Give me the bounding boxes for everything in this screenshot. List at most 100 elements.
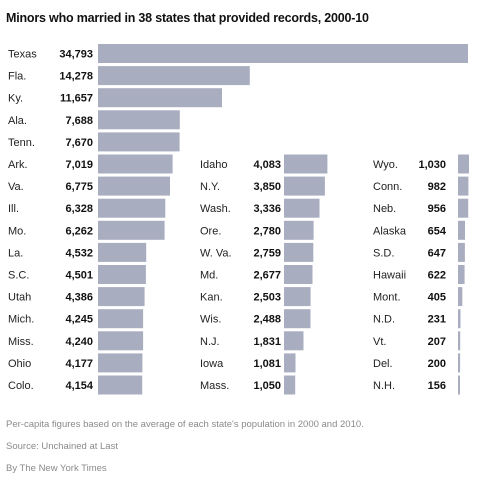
state-label: La. bbox=[8, 247, 23, 259]
value-label: 4,083 bbox=[253, 159, 281, 171]
state-label: Va. bbox=[8, 181, 24, 193]
state-label: Alaska bbox=[373, 225, 407, 237]
state-label: Colo. bbox=[8, 380, 34, 392]
bar bbox=[98, 110, 180, 130]
value-label: 4,154 bbox=[65, 380, 93, 392]
state-label: Conn. bbox=[373, 181, 402, 193]
value-label: 1,081 bbox=[253, 358, 281, 370]
value-label: 654 bbox=[428, 225, 447, 237]
state-label: Ky. bbox=[8, 93, 23, 105]
bar bbox=[284, 309, 311, 329]
value-label: 200 bbox=[428, 358, 446, 370]
value-label: 622 bbox=[428, 270, 446, 282]
bar bbox=[284, 353, 296, 373]
credit-note: By The New York Times bbox=[6, 463, 107, 474]
bar bbox=[98, 265, 146, 284]
state-label: Md. bbox=[200, 270, 218, 282]
value-label: 7,688 bbox=[65, 115, 93, 127]
value-label: 4,245 bbox=[65, 314, 93, 326]
bar bbox=[458, 287, 463, 307]
value-label: 1,050 bbox=[253, 380, 281, 392]
state-label: Ill. bbox=[8, 203, 19, 215]
value-label: 3,336 bbox=[253, 203, 281, 215]
bar bbox=[98, 309, 144, 329]
bar bbox=[284, 375, 296, 395]
value-label: 4,501 bbox=[65, 270, 93, 282]
bar bbox=[284, 154, 328, 174]
bar bbox=[98, 287, 145, 307]
bar bbox=[98, 88, 222, 108]
bar bbox=[98, 176, 170, 196]
source-note: Source: Unchained at Last bbox=[6, 441, 118, 452]
bar bbox=[98, 154, 173, 174]
state-label: Mont. bbox=[373, 292, 401, 304]
value-label: 34,793 bbox=[59, 49, 93, 61]
state-label: Kan. bbox=[200, 292, 223, 304]
state-label: N.H. bbox=[373, 380, 395, 392]
state-label: Del. bbox=[373, 358, 393, 370]
state-label: Wis. bbox=[200, 314, 221, 326]
bar bbox=[458, 220, 465, 240]
value-label: 4,240 bbox=[65, 336, 93, 348]
state-label: S.D. bbox=[373, 247, 394, 259]
bar bbox=[284, 287, 311, 307]
value-label: 4,386 bbox=[65, 292, 93, 304]
state-label: Mo. bbox=[8, 225, 26, 237]
value-label: 4,177 bbox=[65, 358, 93, 370]
bar bbox=[98, 132, 180, 152]
bar bbox=[98, 331, 144, 351]
value-label: 156 bbox=[428, 380, 446, 392]
value-label: 7,670 bbox=[65, 137, 93, 149]
bar bbox=[284, 176, 325, 196]
bar bbox=[284, 331, 304, 351]
value-label: 405 bbox=[428, 292, 446, 304]
bar bbox=[458, 353, 461, 373]
state-label: Ala. bbox=[8, 115, 27, 127]
bar bbox=[458, 198, 469, 218]
bar bbox=[458, 176, 469, 196]
state-label: Ore. bbox=[200, 225, 221, 237]
value-label: 207 bbox=[428, 336, 446, 348]
value-label: 982 bbox=[428, 181, 446, 193]
value-label: 6,328 bbox=[65, 203, 93, 215]
value-label: 4,532 bbox=[65, 247, 93, 259]
bar bbox=[98, 66, 250, 86]
value-label: 7,019 bbox=[65, 159, 93, 171]
value-label: 1,831 bbox=[253, 336, 281, 348]
value-label: 231 bbox=[428, 314, 446, 326]
state-label: Fla. bbox=[8, 71, 26, 83]
bar bbox=[458, 331, 461, 351]
state-label: Texas bbox=[8, 49, 37, 61]
bar bbox=[458, 242, 465, 262]
bar bbox=[98, 353, 143, 373]
value-label: 1,030 bbox=[418, 159, 446, 171]
state-label: Neb. bbox=[373, 203, 396, 215]
state-label: N.D. bbox=[373, 314, 395, 326]
state-label: N.Y. bbox=[200, 181, 220, 193]
value-label: 2,503 bbox=[253, 292, 281, 304]
state-label: Mich. bbox=[8, 314, 34, 326]
bar-chart: Texas 34,793 Fla. 14,278 Ky. 11,657 Ala. 7,688 T… bbox=[8, 44, 469, 395]
state-label: Idaho bbox=[200, 159, 228, 171]
value-label: 2,488 bbox=[253, 314, 281, 326]
state-label: S.C. bbox=[8, 270, 29, 282]
bar bbox=[284, 265, 313, 284]
value-label: 6,262 bbox=[65, 225, 93, 237]
state-label: Miss. bbox=[8, 336, 34, 348]
value-label: 11,657 bbox=[60, 93, 93, 105]
bar bbox=[98, 44, 468, 63]
bar bbox=[98, 220, 165, 240]
state-label: Tenn. bbox=[8, 137, 35, 149]
value-label: 3,850 bbox=[253, 181, 281, 193]
value-label: 956 bbox=[428, 203, 446, 215]
state-label: N.J. bbox=[200, 336, 220, 348]
value-label: 6,775 bbox=[65, 181, 93, 193]
bar bbox=[98, 375, 143, 395]
bar bbox=[284, 198, 320, 218]
footnote: Per-capita figures based on the average … bbox=[6, 419, 364, 430]
state-label: Mass. bbox=[200, 380, 229, 392]
chart-title: Minors who married in 38 states that pro… bbox=[6, 11, 369, 25]
state-label: Vt. bbox=[373, 336, 386, 348]
state-label: W. Va. bbox=[200, 247, 232, 259]
value-label: 14,278 bbox=[59, 71, 93, 83]
